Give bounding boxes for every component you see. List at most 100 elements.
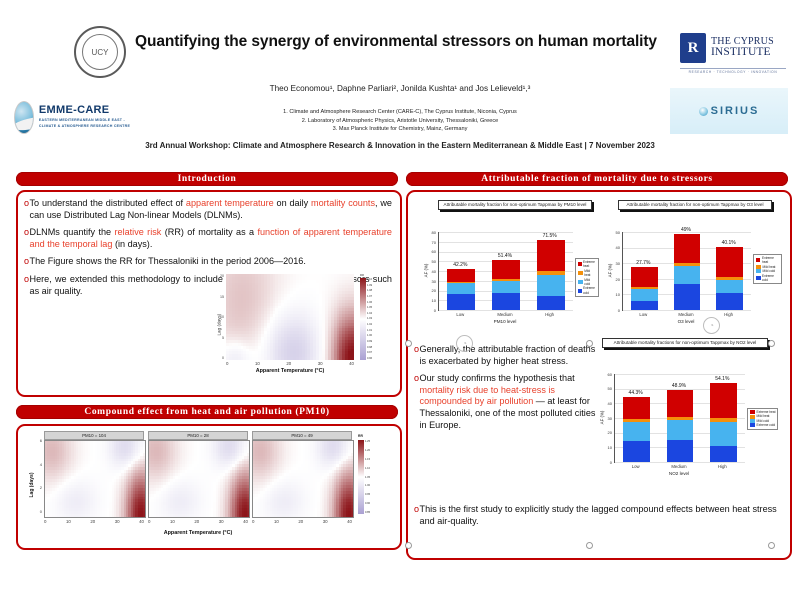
stacked-bar[interactable] xyxy=(709,382,737,462)
bar-segment xyxy=(536,275,565,296)
chart-title: Attributable mortality fraction for non-… xyxy=(438,200,592,210)
legend-item[interactable]: Mild heat xyxy=(750,414,775,419)
y-tick-label: 30 xyxy=(607,415,612,421)
stacked-bar[interactable] xyxy=(623,397,651,462)
legend-item[interactable]: Mild cold xyxy=(750,419,775,424)
stacked-bar[interactable] xyxy=(666,390,694,462)
gridline xyxy=(439,232,573,233)
cyi-tagline: RESEARCH · TECHNOLOGY · INNOVATION xyxy=(680,68,786,74)
colorbar-tick: 1.15 xyxy=(365,457,371,461)
legend-swatch xyxy=(756,276,761,281)
bullet-span: DLNMs quantify the xyxy=(29,227,115,238)
chart-af-pm10: Attributable mortality fraction for non-… xyxy=(416,200,600,332)
section-header-introduction: Introduction xyxy=(16,172,398,186)
legend-item[interactable]: Mild cold xyxy=(756,269,779,274)
y-tick-label: 70 xyxy=(431,239,436,245)
bar-segment xyxy=(631,266,658,287)
bullet-span: , we can use Distributed Lag Non-linear … xyxy=(29,198,392,220)
bullet-item: o To understand the distributed effect of… xyxy=(24,198,392,221)
xtick: 10 xyxy=(169,519,175,524)
bar-segment xyxy=(716,276,743,280)
xtick: 0 xyxy=(44,519,47,524)
affiliation-item: 1. Climate and Atmosphere Research Cente… xyxy=(283,109,517,115)
legend-item[interactable]: Extreme heat xyxy=(750,410,775,415)
colorbar-tick: 1.25 xyxy=(365,440,371,443)
x-axis-label: PM10 level xyxy=(493,319,517,324)
cyprus-institute-logo: R THE CYPRUS INSTITUTE xyxy=(680,26,786,70)
bullet-highlight: mortality counts xyxy=(311,198,375,208)
y-tick-label: 20 xyxy=(607,430,612,436)
watermark-icon: ◔ xyxy=(703,317,720,334)
bar-value-label: 51.4% xyxy=(497,252,513,259)
y-tick-label: 60 xyxy=(431,249,436,255)
bar-segment xyxy=(716,279,743,293)
xtick: 40 xyxy=(243,519,248,524)
stacked-bar[interactable] xyxy=(716,247,743,310)
legend-item[interactable]: Extreme heat xyxy=(756,256,779,265)
stacked-bar[interactable] xyxy=(631,266,658,310)
gridline xyxy=(439,310,573,311)
intro-heatmap-figure: Lag (days) 20 15 10 5 0 0 10 20 30 40 Ap… xyxy=(210,273,395,386)
xtick: 20 xyxy=(194,519,200,524)
legend-item[interactable]: Mild heat xyxy=(756,265,779,270)
bullet-marker: o xyxy=(24,256,30,267)
facet-plot xyxy=(252,440,354,518)
ytick: 10 xyxy=(220,315,224,319)
chart-title: Attributable mortality fraction for non-… xyxy=(618,200,772,210)
legend-item[interactable]: Mild heat xyxy=(578,269,596,278)
selection-handle[interactable] xyxy=(405,340,412,347)
compound-facet: PM10 = 49 0 10 20 30 40 xyxy=(252,431,354,524)
colorbar-tick: 1.20 xyxy=(365,448,371,452)
bullet-span: (RR) of mortality as a xyxy=(161,227,258,238)
intro-heatmap-xlabel: Apparent Temperature (°C) xyxy=(255,368,325,374)
category-label: Medium xyxy=(497,312,513,317)
stacked-bar[interactable] xyxy=(536,240,565,310)
legend-item[interactable]: Extreme cold xyxy=(750,423,775,428)
selection-handle[interactable] xyxy=(586,340,593,347)
legend-swatch xyxy=(750,419,755,424)
compound-colorbar: RR 1.25 1.20 1.15 1.10 1.05 1.00 0.95 0.90 0.85 xyxy=(358,434,392,514)
legend-swatch xyxy=(750,410,755,415)
colorbar-gradient xyxy=(358,440,364,514)
bar-segment xyxy=(673,284,701,310)
bar-segment xyxy=(709,382,737,419)
stacked-bar[interactable] xyxy=(492,259,520,310)
selection-handle[interactable] xyxy=(405,542,412,549)
university-seal-inner: UCY xyxy=(82,34,118,70)
stacked-bar[interactable] xyxy=(447,268,476,310)
affiliation-item: 3. Max Planck Institute for Chemistry, M… xyxy=(332,126,468,133)
bar-segment xyxy=(623,419,651,423)
legend-item[interactable]: Extreme heat xyxy=(578,260,596,269)
bar-segment xyxy=(631,301,658,310)
colorbar-tick: 1.03 xyxy=(367,317,373,321)
colorbar-tick: 1.00 xyxy=(365,484,371,488)
xtick: 30 xyxy=(218,519,224,524)
legend-label: Extreme cold xyxy=(583,286,595,295)
bar-segment xyxy=(631,288,658,302)
ytick: 15 xyxy=(220,294,224,299)
bullet-highlight: mortality risk due to heat-stress is com… xyxy=(419,384,555,407)
y-tick-label: 40 xyxy=(615,245,620,251)
ytick: 0 xyxy=(39,508,42,514)
legend-item[interactable]: Mild cold xyxy=(578,278,596,287)
y-tick-label: 20 xyxy=(431,288,436,294)
y-tick-label: 0 xyxy=(617,307,620,313)
legend-item[interactable]: Extreme cold xyxy=(578,286,596,295)
stacked-bar[interactable] xyxy=(673,233,701,310)
y-tick-label: 30 xyxy=(615,261,620,266)
y-tick-label: 20 xyxy=(615,276,620,282)
facet-plot xyxy=(148,440,250,518)
compound-panel: Lag (days) 6 4 2 0 PM10 = 104 0 10 20 30… xyxy=(16,424,402,550)
legend-swatch xyxy=(750,414,755,419)
xtick: 0 xyxy=(226,361,229,366)
selection-handle[interactable] xyxy=(768,542,775,549)
xtick: 30 xyxy=(317,361,323,366)
selection-handle[interactable] xyxy=(586,542,593,549)
legend-label: Extreme cold xyxy=(762,273,774,283)
colorbar-title: RR xyxy=(360,273,365,277)
compound-xlabel: Apparent Temperature (°C) xyxy=(163,530,233,536)
colorbar-tick: 1.06 xyxy=(367,300,373,304)
xtick: 10 xyxy=(254,361,260,366)
selection-handle[interactable] xyxy=(768,340,775,347)
legend-item[interactable]: Extreme cold xyxy=(756,274,779,283)
